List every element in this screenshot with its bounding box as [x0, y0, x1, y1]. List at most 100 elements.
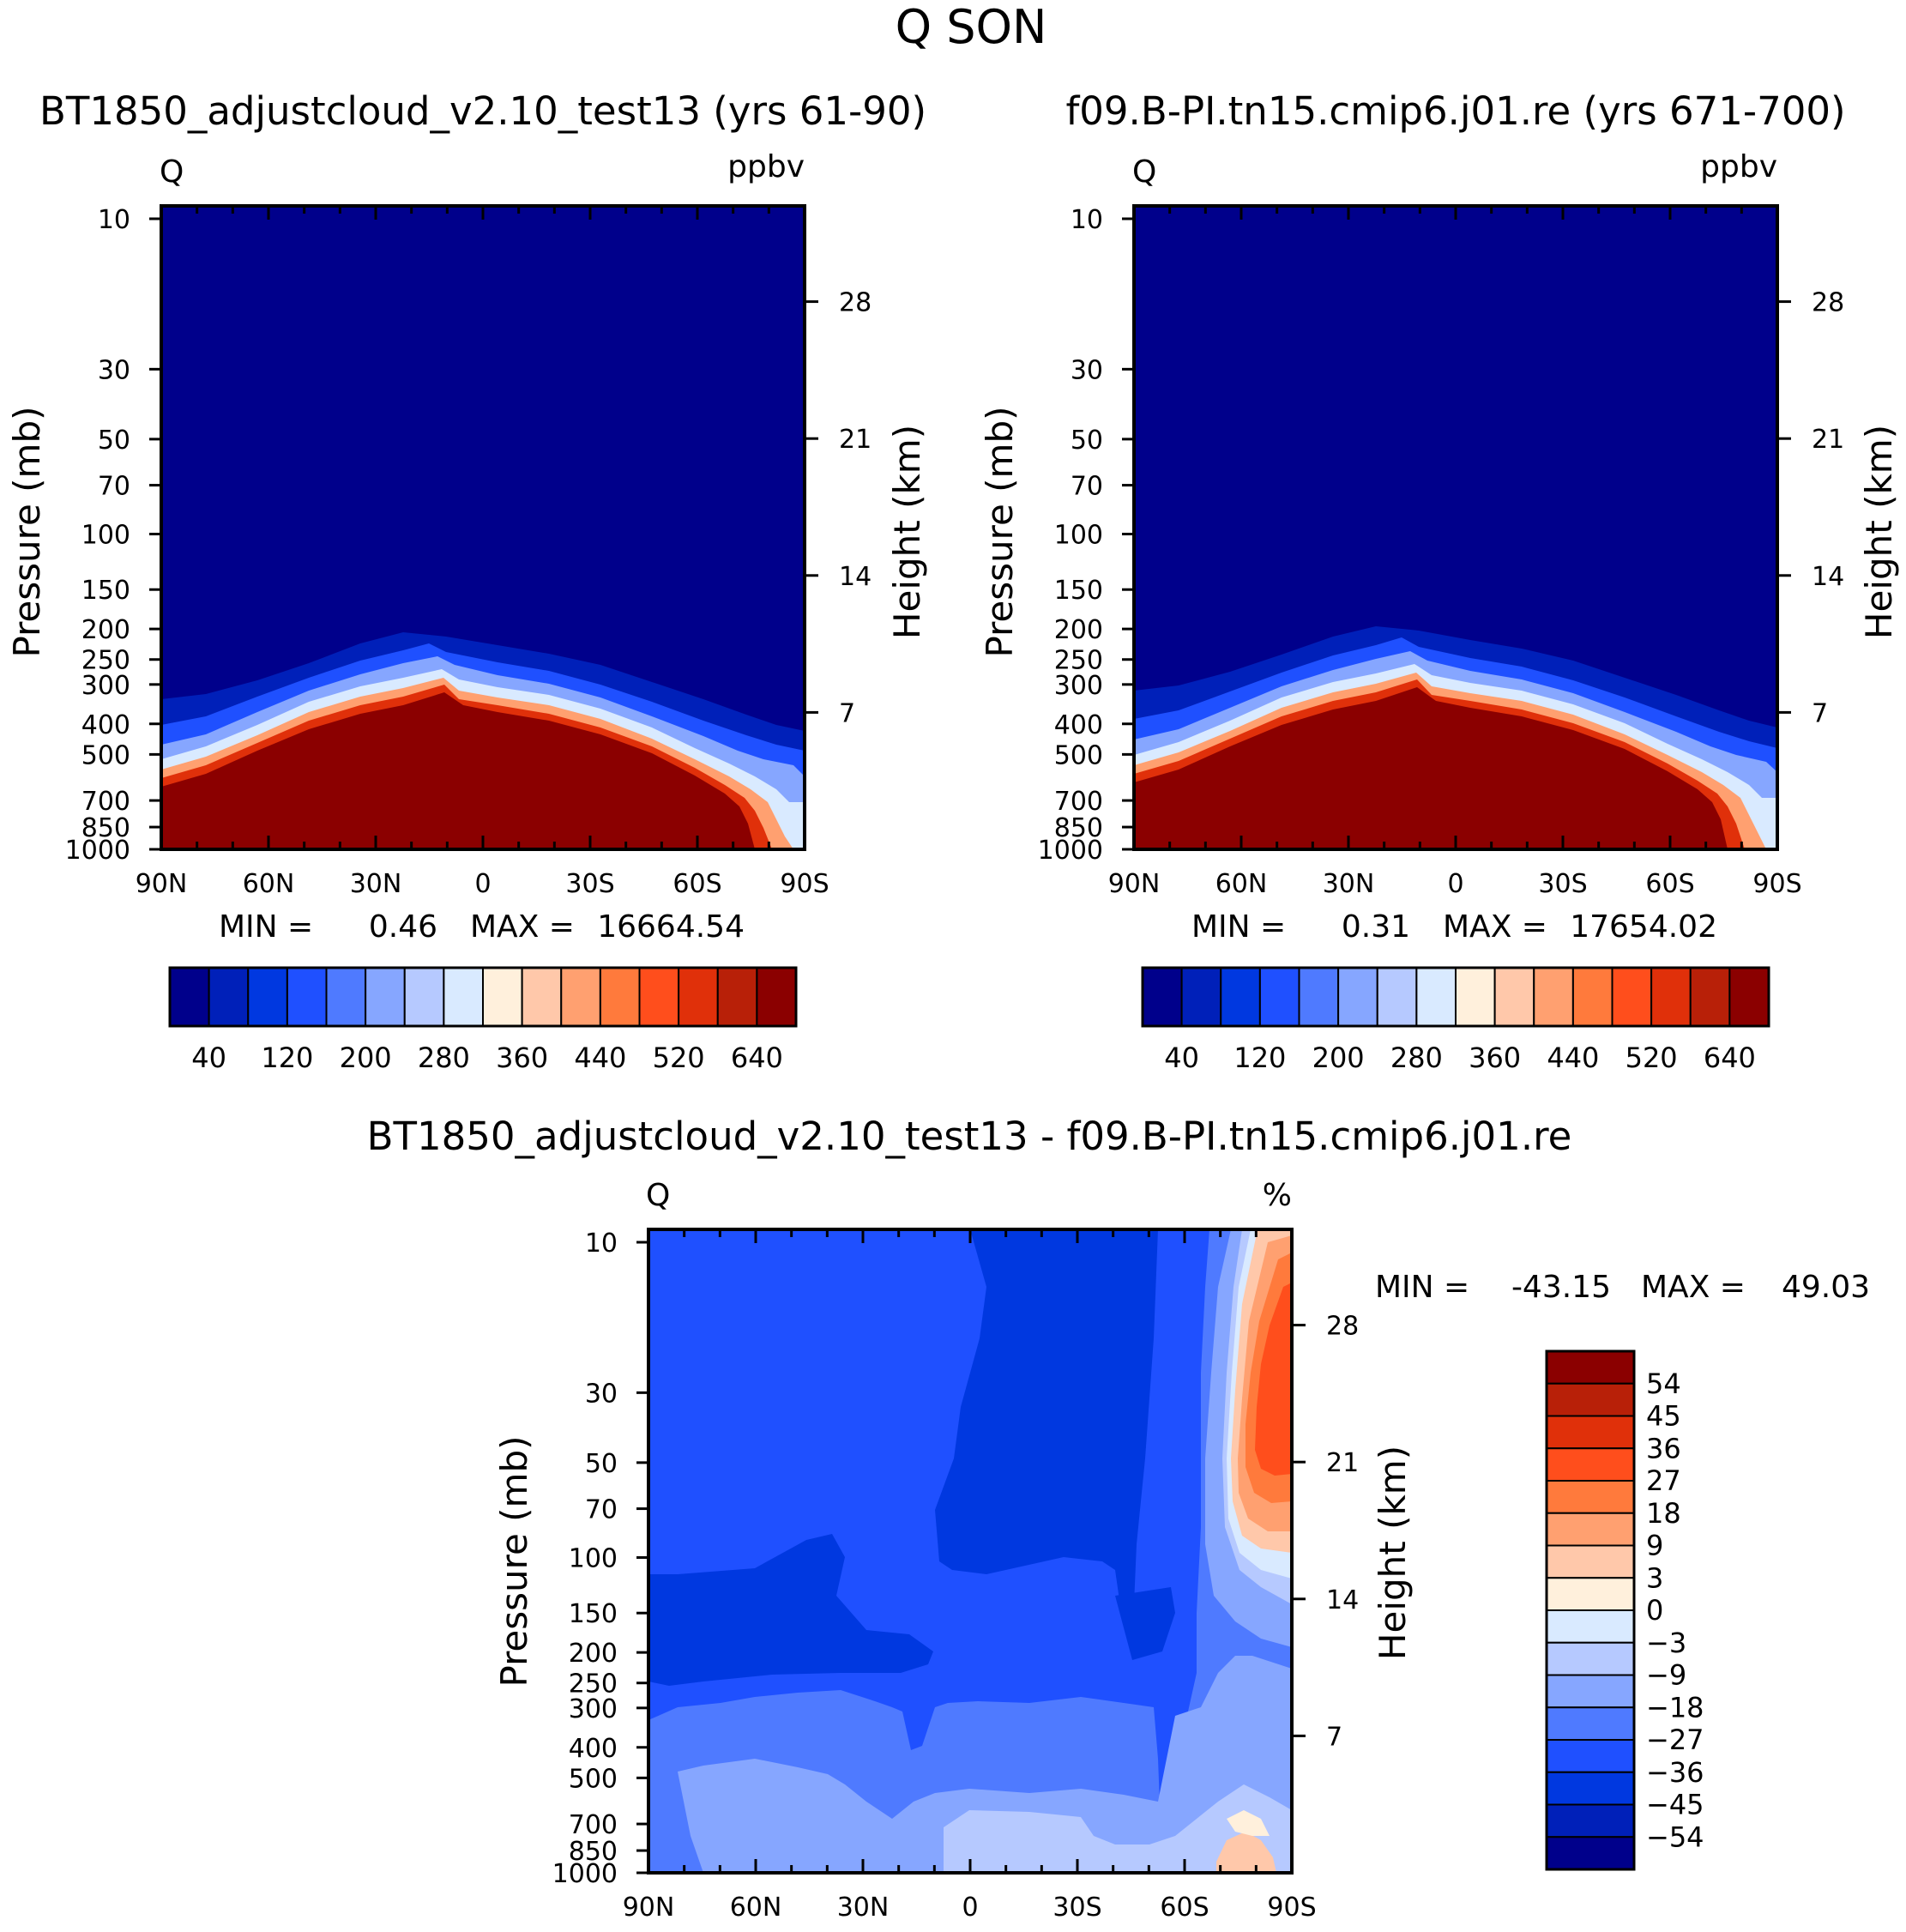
right-colorbar-label: 520 — [1626, 1041, 1678, 1074]
right-colorbar-label: 120 — [1233, 1041, 1286, 1074]
right-var-label: Q — [1132, 154, 1156, 190]
left-lat-tick-label: 90S — [780, 869, 829, 899]
left-units-label: ppbv — [727, 149, 805, 184]
right-height-tick-label: 21 — [1812, 425, 1844, 455]
right-pressure-tick-label: 30 — [1071, 355, 1103, 385]
diff-colorbar-label: 27 — [1646, 1464, 1681, 1497]
right-panel: Q ppbv 90N 60N 30N 0 30S 60S 90S 10 30 50 70 100 15… — [979, 149, 1900, 1074]
right-colorbar-frame — [1141, 966, 1770, 1028]
right-colorbar-label: 360 — [1469, 1041, 1521, 1074]
diff-colorbar-label: 9 — [1646, 1530, 1663, 1562]
left-pressure-tick-label: 300 — [81, 671, 130, 701]
left-lat-tick-label: 60S — [673, 869, 721, 899]
diff-pressure-tick-label: 850 — [569, 1837, 618, 1867]
right-pressure-tick-label: 300 — [1054, 671, 1103, 701]
left-lat-tick-label: 30S — [565, 869, 614, 899]
left-contour-field — [161, 206, 805, 849]
diff-colorbar-label: 18 — [1646, 1497, 1681, 1530]
left-pressure-tick-label: 50 — [98, 426, 130, 456]
left-colorbar-swatch — [443, 967, 484, 1027]
left-pressure-tick-label: 1000 — [65, 836, 130, 866]
left-colorbar-swatch — [716, 967, 758, 1027]
diff-colorbar-frame — [1545, 1349, 1636, 1871]
diff-colorbar-swatch — [1546, 1382, 1635, 1417]
diff-height-tick-label: 14 — [1326, 1585, 1359, 1615]
left-pressure-tick-label: 30 — [98, 355, 130, 385]
right-pressure-tick-label: 850 — [1054, 813, 1103, 843]
diff-pressure-tick-label: 200 — [569, 1639, 618, 1669]
diff-min-label: MIN = — [1375, 1270, 1469, 1305]
left-colorbar-label: 360 — [496, 1041, 548, 1074]
diff-lat-tick-label: 60S — [1160, 1893, 1209, 1923]
right-lat-tick-label: 60S — [1645, 869, 1694, 899]
diff-colorbar-swatch — [1546, 1350, 1635, 1385]
diff-colorbar-swatch — [1546, 1739, 1635, 1773]
diff-colorbar-swatch — [1546, 1803, 1635, 1838]
diff-height-tick-label: 28 — [1326, 1312, 1359, 1342]
right-colorbar-swatch — [1180, 967, 1222, 1027]
left-height-tick-label: 21 — [839, 425, 872, 455]
left-panel: Q ppbv 90N 60N 30N 0 30S 60S 90S 10 30 50 70 100 15… — [6, 149, 928, 1074]
diff-colorbar-swatch — [1546, 1674, 1635, 1709]
left-height-tick-label: 28 — [839, 288, 872, 318]
right-pressure-tick-label: 400 — [1054, 710, 1103, 740]
right-colorbar-swatch — [1493, 967, 1535, 1027]
right-pressure-tick-label: 250 — [1054, 646, 1103, 676]
right-colorbar-label: 200 — [1312, 1041, 1365, 1074]
right-lat-tick-label: 30N — [1323, 869, 1375, 899]
left-colorbar-label: 520 — [653, 1041, 705, 1074]
left-colorbar-label: 280 — [418, 1041, 470, 1074]
left-var-label: Q — [160, 154, 184, 190]
diff-lat-tick-label: 60N — [730, 1893, 782, 1923]
diff-colorbar-label: 54 — [1646, 1367, 1681, 1400]
left-colorbar-swatch — [403, 967, 445, 1027]
right-colorbar-swatch — [1142, 967, 1183, 1027]
left-colorbar-swatch — [208, 967, 250, 1027]
left-pressure-tick-label: 70 — [98, 472, 130, 502]
left-pressure-tick-label: 200 — [81, 615, 130, 645]
right-colorbar-swatch — [1689, 967, 1731, 1027]
diff-pressure-tick-label: 10 — [585, 1229, 618, 1259]
diff-ylabel: Pressure (mb) — [493, 1435, 535, 1687]
diff-lat-tick-label: 30N — [837, 1893, 890, 1923]
diff-panel-title: BT1850_adjustcloud_v2.10_test13 - f09.B-… — [367, 1114, 1572, 1159]
diff-colorbar-swatch — [1546, 1480, 1635, 1514]
right-colorbar-swatch — [1258, 967, 1300, 1027]
right-pressure-tick-label: 500 — [1054, 740, 1103, 770]
diff-colorbar-label: −36 — [1646, 1756, 1704, 1789]
left-lat-tick-label: 0 — [474, 869, 491, 899]
diff-colorbar-label: −27 — [1646, 1724, 1704, 1756]
diff-colorbar-label: −54 — [1646, 1820, 1704, 1853]
left-colorbar-swatch — [521, 967, 563, 1027]
diff-height-tick-label: 21 — [1326, 1448, 1359, 1478]
left-colorbar-swatch — [365, 967, 406, 1027]
left-pressure-tick-label: 850 — [81, 813, 130, 843]
diff-colorbar-swatch — [1546, 1577, 1635, 1611]
diff-height-tick-label: 7 — [1326, 1722, 1342, 1752]
left-colorbar-swatch — [286, 967, 328, 1027]
right-max-label: MAX = — [1443, 909, 1547, 945]
right-colorbar-swatch — [1571, 967, 1613, 1027]
diff-lat-tick-label: 90S — [1267, 1893, 1316, 1923]
diff-lat-tick-label: 30S — [1053, 1893, 1101, 1923]
right-height-tick-label: 7 — [1812, 698, 1828, 728]
right-min-label: MIN = — [1191, 909, 1286, 945]
diff-colorbar-label: −18 — [1646, 1691, 1704, 1724]
left-colorbar-label: 440 — [574, 1041, 626, 1074]
left-colorbar-label: 120 — [261, 1041, 313, 1074]
right-max-value: 17654.02 — [1570, 909, 1717, 945]
left-pressure-tick-label: 150 — [81, 576, 130, 606]
diff-colorbar-swatch — [1546, 1447, 1635, 1482]
diff-pressure-tick-label: 70 — [585, 1495, 618, 1525]
right-colorbar-swatch — [1220, 967, 1261, 1027]
right-ylabel: Pressure (mb) — [979, 406, 1021, 657]
left-colorbar-label: 200 — [340, 1041, 392, 1074]
diff-colorbar-swatch — [1546, 1544, 1635, 1579]
left-pressure-tick-label: 250 — [81, 646, 130, 676]
diff-pressure-tick-label: 300 — [569, 1694, 618, 1724]
left-colorbar-swatch — [482, 967, 523, 1027]
right-panel-title: f09.B-PI.tn15.cmip6.j01.re (yrs 671-700) — [1065, 88, 1845, 134]
left-pressure-tick-label: 400 — [81, 710, 130, 740]
right-colorbar-label: 40 — [1164, 1041, 1199, 1074]
left-colorbar-label: 40 — [191, 1041, 226, 1074]
